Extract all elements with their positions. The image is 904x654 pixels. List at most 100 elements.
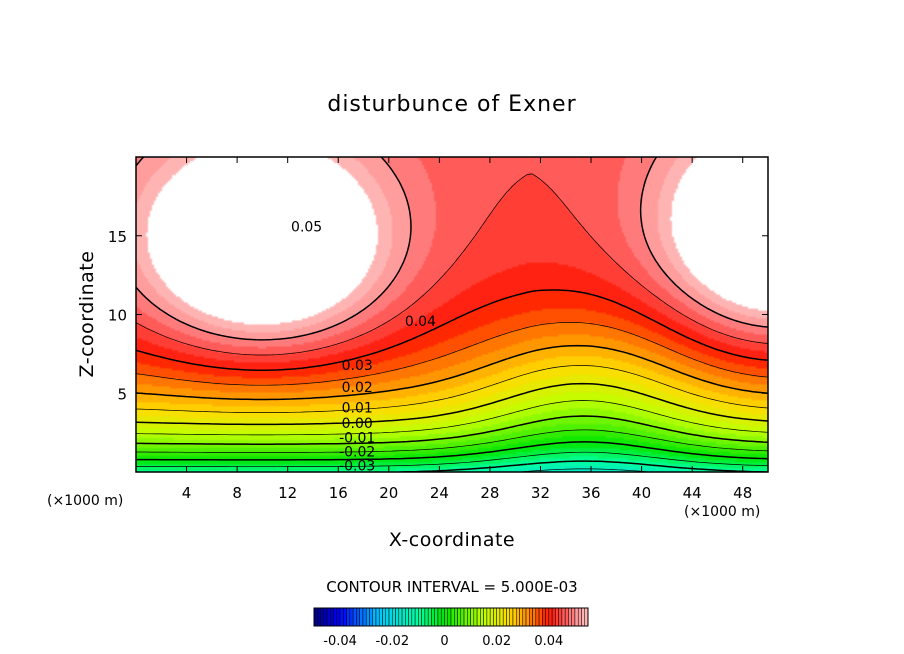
colorbar-segment [395,607,400,627]
colorbar-segment [561,607,566,627]
contour-label: 0.02 [342,380,373,396]
y-axis: 5 10 15 [108,228,768,403]
colorbar-segment [392,607,396,627]
x-tick-label: 16 [329,484,348,502]
colorbar-segment [542,607,546,627]
colorbar-segment [581,607,585,627]
colorbar-segment [388,607,393,627]
colorbar-segment [558,607,563,627]
colorbar-segment [326,607,331,627]
chart-title: disturbunce of Exner [327,92,576,117]
contour-label: 0.04 [405,314,436,330]
colorbar-segment [418,607,422,627]
colorbar-segment [434,607,439,627]
contour-line [136,429,768,453]
colorbar-segment [532,607,537,627]
colorbar-segment [414,607,419,627]
x-tick-label: 8 [232,484,242,502]
colorbar-segment [356,607,360,627]
x-tick-label: 44 [683,484,702,502]
colorbar-segment [336,607,341,627]
colorbar-tick-label: -0.02 [375,634,409,649]
colorbar-segment [411,607,416,627]
contour-label: 0.03 [342,358,373,374]
x-tick-label: 24 [430,484,449,502]
colorbar-segment [447,607,452,627]
contour-label: -0.02 [339,445,375,461]
colorbar-segment [352,607,357,627]
colorbar-segment [421,607,426,627]
contour-line [136,173,768,356]
contour-line [136,289,768,371]
x-tick-label: 4 [182,484,192,502]
contour-fill [136,157,768,472]
colorbar-tick-label: -0.04 [323,634,357,649]
colorbar-tick-label: 0.02 [482,634,511,649]
colorbar-segment [339,607,344,627]
colorbar-segment [405,607,409,627]
colorbar-segment [577,607,582,627]
colorbar-segment [317,607,321,627]
colorbar-segment [333,607,338,627]
x-tick-label: 32 [531,484,550,502]
contour-line [136,157,768,341]
colorbar-segment [365,607,370,627]
colorbar-segment [457,607,462,627]
colorbar-segment [496,607,501,627]
colorbar-ticks: -0.04 -0.02 0 0.02 0.04 [323,634,563,649]
colorbar-segment [529,607,533,627]
colorbar-segment [450,607,455,627]
contour-line [136,441,768,461]
contour-label: 0.00 [342,416,373,432]
colorbar-segment [512,607,517,627]
colorbar-segment [564,607,569,627]
colorbar-segment [382,607,387,627]
colorbar-frame [313,607,589,627]
colorbar-segment [424,607,429,627]
x-tick-label: 36 [581,484,600,502]
contour-line [136,400,768,436]
colorbar-segment [372,607,377,627]
colorbar-segment [362,607,367,627]
colorbar-segment [499,607,504,627]
colorbar-segment [431,607,435,627]
colorbar-segment [571,607,576,627]
colorbar-segment [320,607,325,627]
contour-interval-text: CONTOUR INTERVAL = 5.000E-03 [326,578,577,596]
colorbar-segment [493,607,497,627]
x-tick-label: 12 [278,484,297,502]
colorbar-segment [515,607,520,627]
contour-label: -0.03 [339,459,375,475]
colorbar-segment [506,607,510,627]
colorbar-segment [467,607,471,627]
colorbar-segment [525,607,530,627]
colorbar-segment [444,607,448,627]
x-tick-label: 40 [632,484,651,502]
colorbar-segment [369,607,373,627]
colorbar-segment [522,607,527,627]
colorbar [313,607,589,627]
colorbar-segment [473,607,478,627]
colorbar-tick-label: 0 [440,634,448,649]
colorbar-segment [330,607,334,627]
colorbar-segment [385,607,390,627]
contour-line [136,322,768,386]
contour-line [136,415,768,445]
colorbar-segment [349,607,354,627]
colorbar-segment [398,607,403,627]
y-axis-label: Z-coordinate [76,251,98,378]
colorbar-segment [502,607,507,627]
colorbar-segment [574,607,579,627]
contour-label: 0.01 [342,400,373,416]
contour-lines [136,157,768,472]
colorbar-segment [375,607,380,627]
colorbar-segment [346,607,351,627]
colorbar-segment [378,607,383,627]
colorbar-segment [535,607,540,627]
contour-line [136,365,768,413]
colorbar-segment [545,607,550,627]
colorbar-segment [463,607,468,627]
x-tick-label: 28 [480,484,499,502]
colorbar-segment [489,607,494,627]
